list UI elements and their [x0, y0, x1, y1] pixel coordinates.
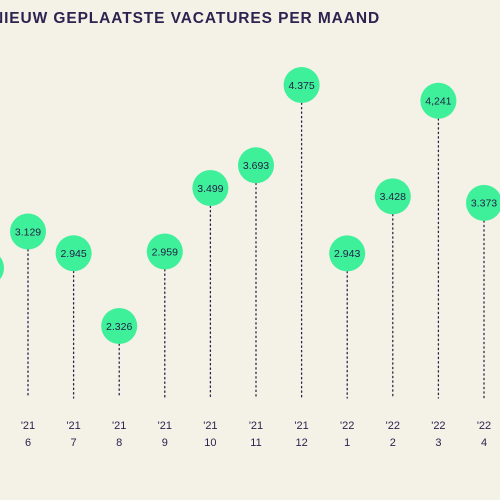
x-tick-year: '22	[431, 420, 445, 432]
value-bubble	[146, 233, 183, 270]
x-tick-month: 7	[71, 437, 77, 449]
value-bubble	[466, 184, 500, 221]
value-bubble	[101, 308, 138, 344]
x-tick-year: '22	[477, 420, 491, 432]
value-bubble	[10, 213, 46, 250]
x-tick-year: '21	[66, 420, 80, 432]
x-tick-month: 4	[481, 437, 487, 449]
x-tick-year: '21	[112, 420, 126, 432]
x-tick-year: '21	[294, 420, 308, 432]
chart-title: NIEUW GEPLAATSTE VACATURES PER MAAND	[0, 10, 381, 27]
value-label: 3.499	[197, 183, 223, 195]
value-bubble	[238, 147, 274, 184]
value-bubble	[55, 235, 92, 272]
x-tick-month: 2	[390, 437, 396, 449]
x-tick-year: '21	[21, 420, 35, 432]
value-label: 3.693	[243, 160, 269, 172]
x-tick-year: '22	[340, 420, 354, 432]
x-tick-month: 3	[435, 437, 441, 449]
value-bubble	[192, 170, 229, 207]
value-bubble	[329, 235, 366, 272]
x-tick-year: '21	[158, 420, 172, 432]
value-bubble	[374, 178, 411, 215]
value-label: 3.373	[471, 198, 497, 210]
x-tick-year: '21	[203, 420, 217, 432]
value-bubble	[420, 82, 457, 119]
x-tick-month: 12	[295, 437, 307, 449]
value-bubble	[283, 67, 320, 103]
x-tick-month: 8	[116, 437, 122, 449]
value-label: 4.375	[288, 80, 314, 92]
partial-bubble-left	[0, 256, 4, 280]
value-label: 3.129	[15, 226, 41, 238]
x-tick-year: '22	[386, 420, 400, 432]
value-label: 2.945	[60, 248, 86, 260]
x-tick-month: 6	[25, 437, 31, 449]
x-tick-month: 9	[162, 437, 168, 449]
x-tick-month: 11	[250, 437, 261, 449]
value-label: 2.943	[334, 248, 360, 260]
x-tick-year: '21	[249, 420, 263, 432]
value-label: 2.326	[106, 321, 132, 333]
value-label: 3.428	[380, 191, 406, 203]
value-label: 2.959	[152, 246, 178, 258]
value-label: 4,241	[425, 96, 451, 108]
x-tick-month: 10	[204, 437, 216, 449]
x-tick-month: 1	[344, 437, 350, 449]
